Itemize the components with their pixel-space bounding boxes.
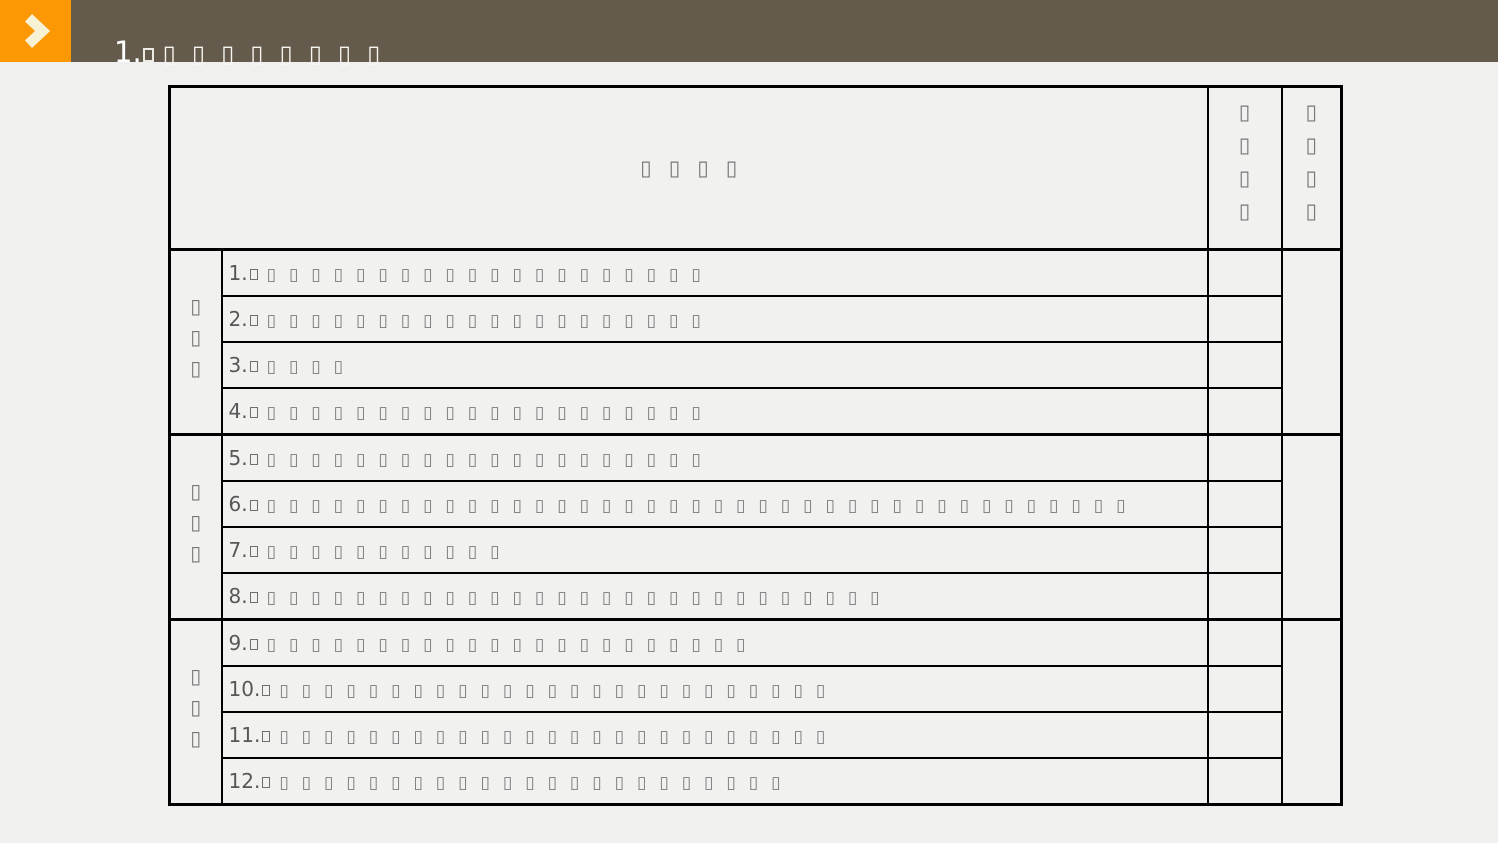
item-glyphs: ▯▯▯▯▯▯▯▯▯▯▯▯▯▯▯▯▯▯▯▯▯▯▯▯▯: [279, 727, 839, 747]
comma-tofu: [249, 592, 258, 603]
result-cell: [1206, 618, 1283, 667]
item-cell: 10. ▯▯▯▯▯▯▯▯▯▯▯▯▯▯▯▯▯▯▯▯▯▯▯▯▯: [220, 665, 1209, 713]
section-label-glyphs: ▯▯▯: [183, 478, 208, 572]
item-cell: 7. ▯▯▯▯▯▯▯▯▯▯▯: [220, 526, 1209, 574]
table-row: 8. ▯▯▯▯▯▯▯▯▯▯▯▯▯▯▯▯▯▯▯▯▯▯▯▯▯▯▯▯: [170, 572, 1342, 621]
comma-tofu: [249, 269, 258, 280]
item-cell: 4. ▯▯▯▯▯▯▯▯▯▯▯▯▯▯▯▯▯▯▯▯: [220, 387, 1209, 436]
table-row: 3. ▯▯▯▯: [170, 341, 1342, 389]
item-number: 4.: [228, 399, 248, 423]
result-cell: [1206, 248, 1283, 297]
title-glyphs: ▯▯▯▯▯▯▯▯: [162, 40, 397, 69]
section-label-cell: ▯▯▯: [168, 433, 223, 621]
item-cell: 3. ▯▯▯▯: [220, 341, 1209, 389]
result-cell: [1206, 295, 1283, 343]
item-glyphs: ▯▯▯▯▯▯▯▯▯▯▯▯▯▯▯▯▯▯▯▯: [266, 311, 714, 331]
item-cell: 9. ▯▯▯▯▯▯▯▯▯▯▯▯▯▯▯▯▯▯▯▯▯▯: [220, 618, 1209, 667]
header-result-glyphs: ▯▯▯▯: [1232, 100, 1257, 232]
comma-tofu: [249, 361, 258, 372]
item-cell: 5. ▯▯▯▯▯▯▯▯▯▯▯▯▯▯▯▯▯▯▯▯: [220, 433, 1209, 482]
header-result-cell: ▯▯▯▯: [1206, 85, 1283, 251]
table-row: ▯▯▯ 9. ▯▯▯▯▯▯▯▯▯▯▯▯▯▯▯▯▯▯▯▯▯▯: [168, 618, 1343, 806]
table-row: 4. ▯▯▯▯▯▯▯▯▯▯▯▯▯▯▯▯▯▯▯▯: [170, 387, 1342, 436]
checklist-table: ▯▯▯▯ ▯▯▯▯ ▯▯▯▯ ▯▯▯ 1. ▯▯▯▯▯▯▯▯▯▯▯▯▯▯▯▯▯▯▯…: [168, 85, 1344, 806]
item-number: 3.: [228, 353, 248, 377]
table-row: 6. ▯▯▯▯▯▯▯▯▯▯▯▯▯▯▯▯▯▯▯▯▯▯▯▯▯▯▯▯▯▯▯▯▯▯▯▯▯▯…: [170, 480, 1342, 528]
table-row: ▯▯▯ 5. ▯▯▯▯▯▯▯▯▯▯▯▯▯▯▯▯▯▯▯▯: [168, 433, 1343, 621]
header-remark-cell: ▯▯▯▯: [1280, 85, 1343, 251]
item-number: 2.: [228, 307, 248, 331]
comma-tofu: [262, 731, 271, 742]
title-bar: 1. ▯▯▯▯▯▯▯▯: [0, 0, 1498, 69]
item-glyphs: ▯▯▯▯: [266, 357, 357, 377]
item-cell: 1. ▯▯▯▯▯▯▯▯▯▯▯▯▯▯▯▯▯▯▯▯: [220, 248, 1209, 297]
table-header-row: ▯▯▯▯ ▯▯▯▯ ▯▯▯▯: [168, 85, 1343, 251]
result-cell: [1206, 341, 1283, 389]
right-chevron-icon: [20, 11, 52, 51]
item-glyphs: ▯▯▯▯▯▯▯▯▯▯▯▯▯▯▯▯▯▯▯▯: [266, 450, 714, 470]
item-cell: 2. ▯▯▯▯▯▯▯▯▯▯▯▯▯▯▯▯▯▯▯▯: [220, 295, 1209, 343]
header-remark-glyphs: ▯▯▯▯: [1299, 100, 1324, 232]
header-content-glyphs: ▯▯▯▯: [640, 156, 755, 180]
item-glyphs: ▯▯▯▯▯▯▯▯▯▯▯▯▯▯▯▯▯▯▯▯▯▯▯▯▯: [279, 681, 839, 701]
item-glyphs: ▯▯▯▯▯▯▯▯▯▯▯▯▯▯▯▯▯▯▯▯▯▯▯▯▯▯▯▯▯▯▯▯▯▯▯▯▯▯▯: [266, 496, 1139, 516]
header-content-cell: ▯▯▯▯: [168, 85, 1209, 251]
comma-tofu: [262, 685, 271, 696]
result-cell: [1206, 665, 1283, 713]
section-label-cell: ▯▯▯: [168, 618, 223, 806]
item-cell: 12. ▯▯▯▯▯▯▯▯▯▯▯▯▯▯▯▯▯▯▯▯▯▯▯: [220, 757, 1209, 806]
item-number: 1.: [228, 261, 248, 285]
item-number: 8.: [228, 584, 248, 608]
comma-tofu: [249, 639, 258, 650]
item-glyphs: ▯▯▯▯▯▯▯▯▯▯▯▯▯▯▯▯▯▯▯▯▯▯▯: [279, 773, 794, 793]
result-cell: [1206, 757, 1283, 806]
table-row: 2. ▯▯▯▯▯▯▯▯▯▯▯▯▯▯▯▯▯▯▯▯: [170, 295, 1342, 343]
result-cell: [1206, 526, 1283, 574]
item-number: 10.: [228, 677, 261, 701]
item-number: 12.: [228, 769, 261, 793]
remark-cell: [1280, 433, 1343, 621]
comma-tofu: [249, 454, 258, 465]
item-number: 11.: [228, 723, 261, 747]
title-number: 1.: [114, 35, 142, 70]
remark-cell: [1280, 618, 1343, 806]
table-row: 12. ▯▯▯▯▯▯▯▯▯▯▯▯▯▯▯▯▯▯▯▯▯▯▯: [170, 757, 1342, 806]
comma-tofu: [249, 500, 258, 511]
page-title: 1. ▯▯▯▯▯▯▯▯: [114, 21, 396, 83]
item-glyphs: ▯▯▯▯▯▯▯▯▯▯▯▯▯▯▯▯▯▯▯▯▯▯: [266, 635, 759, 655]
table-row: ▯▯▯ 1. ▯▯▯▯▯▯▯▯▯▯▯▯▯▯▯▯▯▯▯▯: [168, 248, 1343, 436]
item-number: 6.: [228, 492, 248, 516]
result-cell: [1206, 711, 1283, 759]
table-row: 7. ▯▯▯▯▯▯▯▯▯▯▯: [170, 526, 1342, 574]
result-cell: [1206, 387, 1283, 436]
section-label-glyphs: ▯▯▯: [183, 293, 208, 387]
result-cell: [1206, 480, 1283, 528]
result-cell: [1206, 433, 1283, 482]
table-row: 11. ▯▯▯▯▯▯▯▯▯▯▯▯▯▯▯▯▯▯▯▯▯▯▯▯▯: [170, 711, 1342, 759]
table-row: 10. ▯▯▯▯▯▯▯▯▯▯▯▯▯▯▯▯▯▯▯▯▯▯▯▯▯: [170, 665, 1342, 713]
comma-tofu: [249, 315, 258, 326]
item-glyphs: ▯▯▯▯▯▯▯▯▯▯▯▯▯▯▯▯▯▯▯▯: [266, 403, 714, 423]
item-glyphs: ▯▯▯▯▯▯▯▯▯▯▯▯▯▯▯▯▯▯▯▯▯▯▯▯▯▯▯▯: [266, 588, 893, 608]
item-cell: 8. ▯▯▯▯▯▯▯▯▯▯▯▯▯▯▯▯▯▯▯▯▯▯▯▯▯▯▯▯: [220, 572, 1209, 621]
checklist-table-container: ▯▯▯▯ ▯▯▯▯ ▯▯▯▯ ▯▯▯ 1. ▯▯▯▯▯▯▯▯▯▯▯▯▯▯▯▯▯▯▯…: [168, 85, 1344, 806]
comma-tofu: [249, 546, 258, 557]
section-label-cell: ▯▯▯: [168, 248, 223, 436]
item-number: 7.: [228, 538, 248, 562]
comma-tofu: [262, 777, 271, 788]
remark-cell: [1280, 248, 1343, 436]
item-glyphs: ▯▯▯▯▯▯▯▯▯▯▯: [266, 542, 513, 562]
item-glyphs: ▯▯▯▯▯▯▯▯▯▯▯▯▯▯▯▯▯▯▯▯: [266, 265, 714, 285]
item-number: 5.: [228, 446, 248, 470]
result-cell: [1206, 572, 1283, 621]
comma-tofu: [142, 48, 154, 63]
logo-block: [0, 0, 71, 62]
item-number: 9.: [228, 631, 248, 655]
item-cell: 6. ▯▯▯▯▯▯▯▯▯▯▯▯▯▯▯▯▯▯▯▯▯▯▯▯▯▯▯▯▯▯▯▯▯▯▯▯▯▯…: [220, 480, 1209, 528]
section-label-glyphs: ▯▯▯: [183, 663, 208, 757]
comma-tofu: [249, 407, 258, 418]
item-cell: 11. ▯▯▯▯▯▯▯▯▯▯▯▯▯▯▯▯▯▯▯▯▯▯▯▯▯: [220, 711, 1209, 759]
